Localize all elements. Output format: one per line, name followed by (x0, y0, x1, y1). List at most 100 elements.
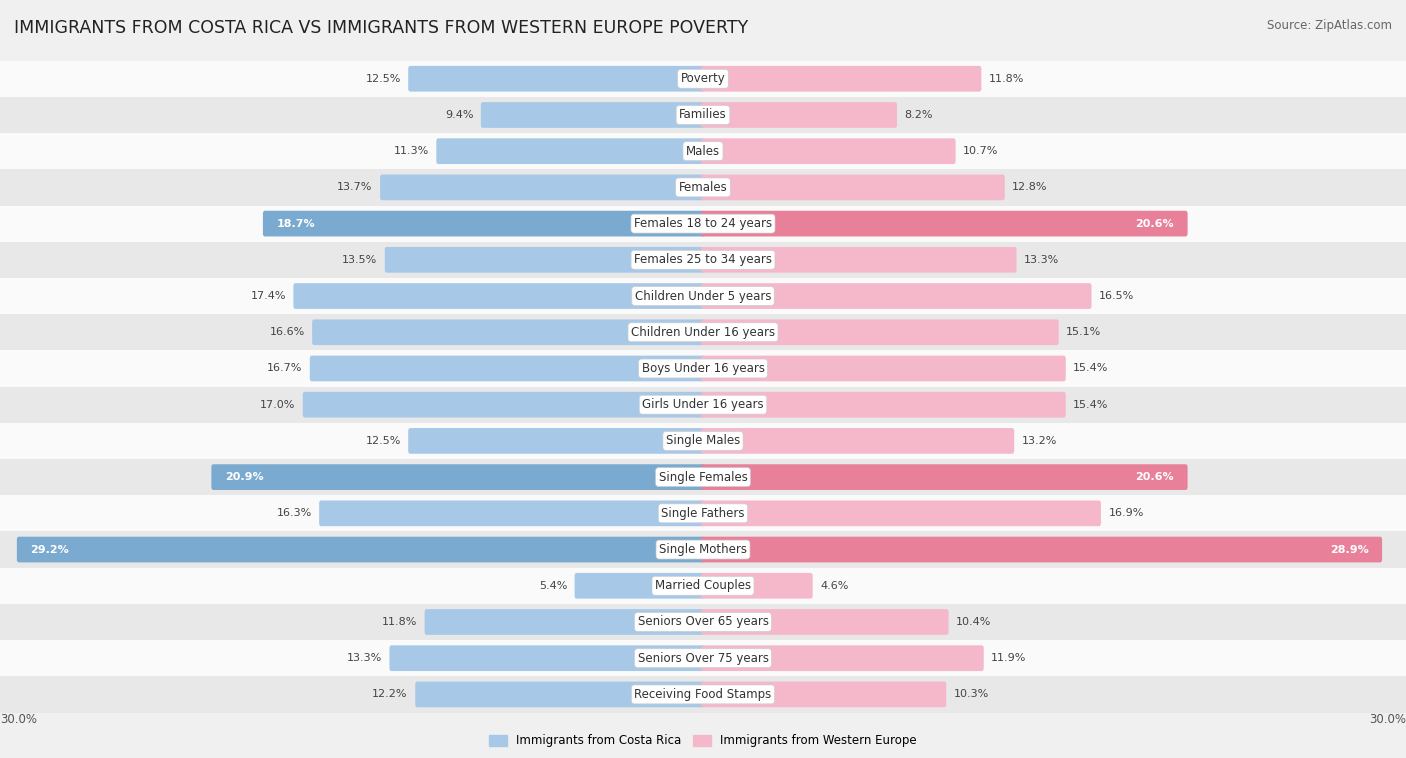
Text: Single Females: Single Females (658, 471, 748, 484)
FancyBboxPatch shape (702, 428, 1014, 454)
Bar (0, 133, 1406, 169)
Text: Married Couples: Married Couples (655, 579, 751, 592)
FancyBboxPatch shape (319, 500, 704, 526)
FancyBboxPatch shape (702, 211, 1188, 236)
FancyBboxPatch shape (263, 211, 704, 236)
Text: 12.5%: 12.5% (366, 436, 401, 446)
Text: 16.7%: 16.7% (267, 364, 302, 374)
FancyBboxPatch shape (702, 537, 1382, 562)
Text: 13.3%: 13.3% (1024, 255, 1059, 265)
Text: Source: ZipAtlas.com: Source: ZipAtlas.com (1267, 19, 1392, 32)
Bar (0, 531, 1406, 568)
FancyBboxPatch shape (408, 428, 704, 454)
Text: 15.4%: 15.4% (1073, 364, 1108, 374)
FancyBboxPatch shape (702, 102, 897, 128)
FancyBboxPatch shape (702, 247, 1017, 273)
Bar (0, 568, 1406, 604)
Text: 12.5%: 12.5% (366, 74, 401, 83)
FancyBboxPatch shape (415, 681, 704, 707)
Bar (0, 495, 1406, 531)
FancyBboxPatch shape (211, 464, 704, 490)
Text: Females 18 to 24 years: Females 18 to 24 years (634, 217, 772, 230)
FancyBboxPatch shape (702, 174, 1005, 200)
Text: 18.7%: 18.7% (277, 218, 315, 229)
Bar (0, 640, 1406, 676)
FancyBboxPatch shape (702, 319, 1059, 345)
Text: Boys Under 16 years: Boys Under 16 years (641, 362, 765, 375)
Text: 12.2%: 12.2% (373, 690, 408, 700)
Bar (0, 423, 1406, 459)
FancyBboxPatch shape (702, 645, 984, 671)
Text: 10.4%: 10.4% (956, 617, 991, 627)
FancyBboxPatch shape (302, 392, 704, 418)
Legend: Immigrants from Costa Rica, Immigrants from Western Europe: Immigrants from Costa Rica, Immigrants f… (484, 730, 922, 752)
Text: 13.5%: 13.5% (342, 255, 377, 265)
Text: 13.2%: 13.2% (1022, 436, 1057, 446)
Text: Poverty: Poverty (681, 72, 725, 85)
Text: 9.4%: 9.4% (444, 110, 474, 120)
Text: 4.6%: 4.6% (820, 581, 849, 590)
Bar (0, 278, 1406, 314)
Text: 30.0%: 30.0% (0, 713, 37, 725)
Text: 12.8%: 12.8% (1012, 183, 1047, 193)
FancyBboxPatch shape (702, 573, 813, 599)
FancyBboxPatch shape (702, 464, 1188, 490)
Text: Single Mothers: Single Mothers (659, 543, 747, 556)
Text: Families: Families (679, 108, 727, 121)
Text: 13.3%: 13.3% (347, 653, 382, 663)
FancyBboxPatch shape (702, 138, 956, 164)
Text: 13.7%: 13.7% (337, 183, 373, 193)
Bar (0, 676, 1406, 713)
Text: 11.9%: 11.9% (991, 653, 1026, 663)
FancyBboxPatch shape (702, 283, 1091, 309)
Text: 28.9%: 28.9% (1330, 544, 1368, 555)
Text: 5.4%: 5.4% (538, 581, 567, 590)
FancyBboxPatch shape (436, 138, 704, 164)
FancyBboxPatch shape (309, 356, 704, 381)
Text: Females 25 to 34 years: Females 25 to 34 years (634, 253, 772, 266)
Text: 17.4%: 17.4% (250, 291, 285, 301)
FancyBboxPatch shape (425, 609, 704, 635)
FancyBboxPatch shape (702, 66, 981, 92)
Text: 15.1%: 15.1% (1066, 327, 1101, 337)
FancyBboxPatch shape (294, 283, 704, 309)
Text: 11.8%: 11.8% (382, 617, 418, 627)
Text: Children Under 5 years: Children Under 5 years (634, 290, 772, 302)
Bar (0, 169, 1406, 205)
Text: 10.7%: 10.7% (963, 146, 998, 156)
Text: Seniors Over 65 years: Seniors Over 65 years (637, 615, 769, 628)
Text: 20.6%: 20.6% (1136, 472, 1174, 482)
Text: IMMIGRANTS FROM COSTA RICA VS IMMIGRANTS FROM WESTERN EUROPE POVERTY: IMMIGRANTS FROM COSTA RICA VS IMMIGRANTS… (14, 19, 748, 37)
Text: 11.8%: 11.8% (988, 74, 1024, 83)
Bar (0, 459, 1406, 495)
Text: 10.3%: 10.3% (953, 690, 988, 700)
Text: Girls Under 16 years: Girls Under 16 years (643, 398, 763, 411)
Bar (0, 61, 1406, 97)
FancyBboxPatch shape (481, 102, 704, 128)
Text: 15.4%: 15.4% (1073, 399, 1108, 409)
FancyBboxPatch shape (702, 500, 1101, 526)
Text: 20.6%: 20.6% (1136, 218, 1174, 229)
Text: 20.9%: 20.9% (225, 472, 263, 482)
Text: Single Males: Single Males (666, 434, 740, 447)
Bar (0, 387, 1406, 423)
Text: Children Under 16 years: Children Under 16 years (631, 326, 775, 339)
Bar (0, 242, 1406, 278)
Text: 16.9%: 16.9% (1108, 509, 1143, 518)
FancyBboxPatch shape (575, 573, 704, 599)
Text: Receiving Food Stamps: Receiving Food Stamps (634, 688, 772, 701)
FancyBboxPatch shape (312, 319, 704, 345)
Bar (0, 350, 1406, 387)
Text: Females: Females (679, 181, 727, 194)
FancyBboxPatch shape (389, 645, 704, 671)
Bar (0, 205, 1406, 242)
FancyBboxPatch shape (380, 174, 704, 200)
Text: 16.6%: 16.6% (270, 327, 305, 337)
Text: 17.0%: 17.0% (260, 399, 295, 409)
FancyBboxPatch shape (17, 537, 704, 562)
Text: Males: Males (686, 145, 720, 158)
Text: Seniors Over 75 years: Seniors Over 75 years (637, 652, 769, 665)
Text: 16.3%: 16.3% (277, 509, 312, 518)
FancyBboxPatch shape (385, 247, 704, 273)
Text: 30.0%: 30.0% (1369, 713, 1406, 725)
